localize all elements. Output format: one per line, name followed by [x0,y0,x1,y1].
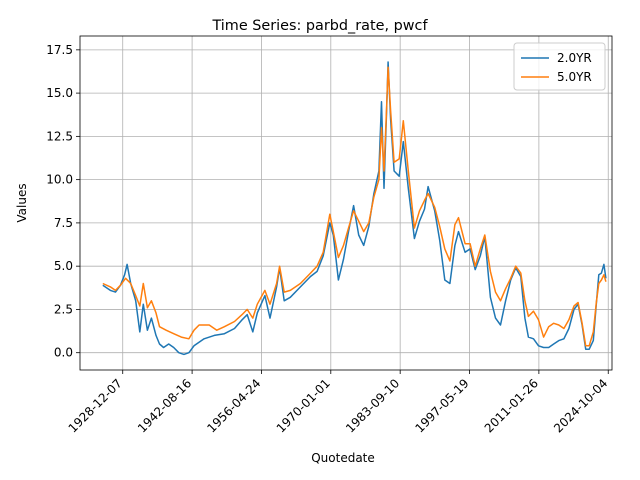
y-tick-label: 17.5 [46,43,73,57]
x-axis-label: Quotedate [311,451,375,465]
y-tick-label: 12.5 [46,129,73,143]
legend-label-2yr: 2.0YR [557,51,592,65]
legend-label-5yr: 5.0YR [557,70,592,84]
y-tick-label: 10.0 [46,173,73,187]
series-lines [102,61,607,356]
y-tick-label: 15.0 [46,86,73,100]
legend: 2.0YR 5.0YR [513,42,606,91]
y-tick-label: 5.0 [54,259,73,273]
series-line-50yr [102,66,607,347]
y-tick-label: 0.0 [54,346,73,360]
chart-title: Time Series: parbd_rate, pwcf [211,18,428,34]
plot-frame [79,35,613,371]
y-tick-label: 7.5 [54,216,73,230]
y-axis: 0.0 2.5 5.0 7.5 10.0 12.5 15.0 17.5 [46,43,80,360]
y-tick-label: 2.5 [54,302,73,316]
y-axis-label: Values [15,183,29,222]
legend-box [513,42,606,91]
